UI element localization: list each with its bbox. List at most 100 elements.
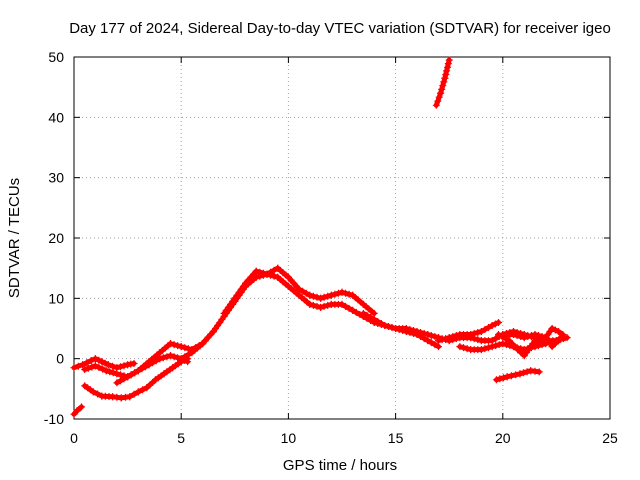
data-point-marker (417, 333, 425, 340)
series-arc-8 (359, 309, 442, 351)
data-point-marker (492, 376, 500, 384)
data-point-marker (513, 332, 521, 339)
y-tick-label: 40 (48, 109, 64, 125)
data-point-marker (259, 269, 267, 277)
data-point-marker (431, 341, 439, 349)
data-point-marker (374, 318, 382, 325)
data-point-marker (516, 370, 524, 378)
data-point-marker (432, 101, 440, 109)
data-point-marker (495, 341, 503, 349)
data-point-marker (449, 333, 457, 340)
data-point-marker (367, 313, 375, 321)
data-point-marker (535, 332, 542, 339)
data-point-marker (309, 301, 317, 309)
data-point-marker (349, 306, 357, 314)
data-point-marker (320, 293, 328, 301)
series-arc-7 (220, 264, 378, 317)
data-point-marker (145, 361, 153, 369)
data-point-marker (84, 364, 92, 372)
data-point-marker (502, 341, 510, 349)
data-point-marker (317, 303, 325, 311)
data-point-marker (327, 291, 335, 299)
data-point-marker (443, 67, 451, 75)
data-point-marker (338, 288, 346, 296)
y-tick-label: 30 (48, 170, 64, 186)
x-axis-label: GPS time / hours (283, 457, 397, 474)
data-point-marker (470, 330, 478, 337)
data-point-marker (101, 359, 109, 367)
data-point-marker (441, 74, 449, 82)
grid-lines (74, 57, 610, 419)
y-tick-label: 50 (48, 49, 64, 65)
data-point-marker (555, 328, 562, 335)
series-arc-9 (435, 319, 502, 345)
data-point-marker (481, 326, 489, 333)
data-point-marker (548, 343, 556, 351)
data-point-marker (102, 367, 110, 375)
x-tick-label: 15 (388, 430, 404, 446)
data-point-marker (438, 336, 446, 344)
data-point-marker (174, 342, 182, 350)
data-point-marker (149, 359, 157, 367)
data-point-marker (87, 357, 95, 364)
data-point-marker (437, 89, 445, 97)
data-point-marker (320, 302, 328, 310)
series-arc-3 (81, 328, 217, 381)
data-point-marker (94, 390, 102, 398)
data-point-marker (270, 266, 278, 274)
data-point-marker (523, 368, 531, 376)
series-arc-11 (495, 331, 545, 360)
data-point-marker (167, 340, 174, 348)
data-point-marker (342, 289, 350, 297)
data-point-marker (520, 369, 527, 377)
data-point-marker (555, 337, 562, 345)
data-point-marker (435, 337, 442, 345)
series-arc-2 (70, 355, 138, 372)
data-point-marker (524, 333, 532, 340)
data-point-marker (440, 78, 448, 86)
data-point-marker (491, 320, 499, 328)
data-point-marker (531, 331, 539, 338)
data-point-marker (152, 357, 160, 365)
x-tick-label: 25 (602, 430, 618, 446)
data-point-marker (309, 292, 317, 300)
data-point-marker (313, 293, 321, 301)
data-point-marker (507, 372, 515, 380)
data-point-marker (495, 319, 502, 326)
data-point-marker (537, 340, 545, 348)
data-point-marker (435, 93, 443, 101)
data-point-marker (363, 311, 371, 319)
data-point-marker (399, 327, 407, 334)
series-arc-1 (70, 403, 85, 418)
data-point-marker (456, 343, 464, 351)
data-point-marker (431, 333, 439, 340)
data-point-marker (177, 355, 185, 363)
data-point-marker (545, 339, 553, 347)
data-point-marker (427, 339, 435, 347)
data-point-marker (488, 322, 496, 329)
data-point-marker (74, 362, 82, 370)
data-point-marker (299, 287, 307, 295)
data-point-marker (117, 363, 124, 371)
data-point-marker (338, 300, 346, 308)
data-point-marker (83, 359, 91, 367)
data-point-marker (117, 371, 124, 379)
data-point-marker (98, 358, 106, 366)
data-point-marker (109, 369, 117, 377)
data-point-marker (424, 331, 432, 338)
series-trace (82, 329, 216, 380)
data-point-marker (73, 407, 81, 415)
data-point-marker (477, 346, 485, 354)
data-point-marker (95, 356, 103, 364)
data-point-marker (500, 374, 507, 382)
data-point-marker (104, 361, 112, 369)
data-point-marker (181, 344, 189, 352)
data-point-marker (109, 362, 117, 370)
data-point-marker (113, 379, 121, 387)
data-point-marker (70, 364, 78, 372)
data-point-marker (95, 364, 103, 371)
data-point-marker (512, 371, 520, 379)
data-point-marker (481, 345, 489, 353)
data-point-marker (442, 71, 450, 78)
